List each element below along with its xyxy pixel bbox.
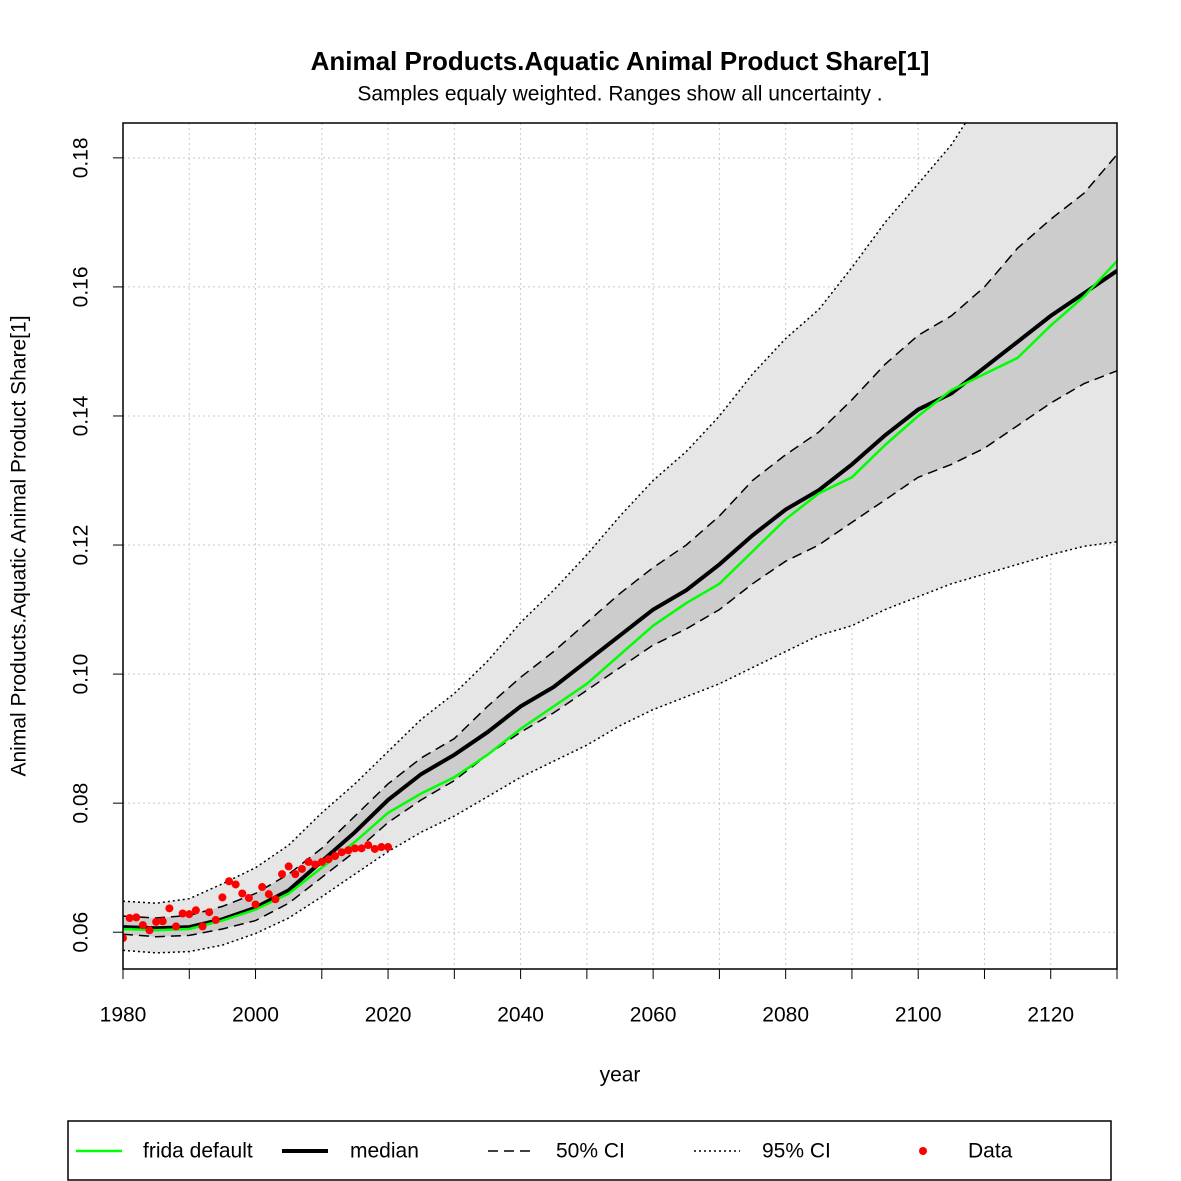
ci-line — [123, 541, 1117, 954]
x-tick-label: 2060 — [630, 1004, 677, 1027]
data-point — [324, 855, 333, 864]
y-tick-label: 0.08 — [70, 783, 93, 824]
data-point — [344, 846, 353, 855]
x-tick-label: 2100 — [895, 1004, 942, 1027]
data-point — [238, 889, 247, 898]
data-point — [132, 913, 141, 922]
y-tick-label: 0.18 — [70, 137, 93, 178]
series-line — [123, 260, 1117, 932]
data-point — [304, 857, 313, 866]
data-point — [284, 862, 293, 871]
data-point — [251, 900, 260, 909]
data-point — [264, 890, 273, 899]
data-point — [198, 922, 207, 931]
y-axis-label: Animal Products.Aquatic Animal Product S… — [8, 315, 31, 776]
x-tick-label: 2020 — [365, 1004, 412, 1027]
x-tick-label: 2080 — [762, 1004, 809, 1027]
data-point — [291, 870, 300, 879]
data-point — [331, 852, 340, 861]
data-point — [231, 880, 240, 889]
data-point — [172, 922, 181, 931]
data-point — [311, 860, 320, 869]
data-point — [377, 843, 386, 852]
series-line — [123, 269, 1117, 931]
data-point — [271, 895, 280, 904]
plot-area — [123, 123, 1117, 969]
data-point — [364, 841, 373, 850]
data-point — [185, 910, 194, 919]
ci-line — [123, 154, 1117, 919]
y-tick-label: 0.12 — [70, 525, 93, 566]
y-tick-label: 0.06 — [70, 912, 93, 953]
data-point — [337, 848, 346, 857]
data-point — [370, 844, 379, 853]
legend — [67, 1120, 1112, 1181]
x-tick-label: 2000 — [232, 1004, 279, 1027]
data-point — [317, 857, 326, 866]
data-point — [125, 914, 134, 923]
ci-band — [123, 123, 1117, 953]
legend-label: 50% CI — [556, 1140, 625, 1163]
plot-frame — [122, 122, 1118, 970]
data-point — [138, 921, 147, 930]
ci-line — [123, 123, 967, 904]
data-point — [165, 904, 174, 913]
data-point — [258, 883, 267, 892]
data-point — [350, 844, 359, 853]
legend-label: Data — [968, 1140, 1013, 1163]
legend-label: frida default — [143, 1140, 253, 1163]
data-point — [191, 906, 200, 915]
data-point — [178, 909, 187, 918]
data-point — [205, 908, 214, 917]
y-tick-label: 0.10 — [70, 654, 93, 695]
ci-line — [123, 370, 1117, 938]
x-tick-label: 2040 — [497, 1004, 544, 1027]
data-point — [218, 893, 227, 902]
legend-swatch — [919, 1147, 927, 1155]
data-point — [244, 894, 253, 903]
data-point — [384, 843, 393, 852]
y-tick-label: 0.14 — [70, 395, 93, 436]
data-point — [152, 917, 161, 926]
data-point — [211, 915, 220, 924]
x-tick-label: 2120 — [1027, 1004, 1074, 1027]
data-point — [297, 864, 306, 873]
x-tick-label: 1980 — [100, 1004, 147, 1027]
data-point — [158, 917, 167, 926]
legend-label: 95% CI — [762, 1140, 831, 1163]
data-point — [278, 870, 287, 879]
y-tick-label: 0.16 — [70, 266, 93, 307]
data-point — [357, 844, 366, 853]
chart-subtitle: Samples equaly weighted. Ranges show all… — [357, 83, 882, 106]
x-axis-label: year — [600, 1064, 641, 1087]
legend-label: median — [350, 1140, 419, 1163]
data-point — [225, 877, 234, 886]
data-point — [123, 934, 127, 943]
chart-title: Animal Products.Aquatic Animal Product S… — [311, 46, 930, 76]
data-point — [145, 926, 154, 935]
